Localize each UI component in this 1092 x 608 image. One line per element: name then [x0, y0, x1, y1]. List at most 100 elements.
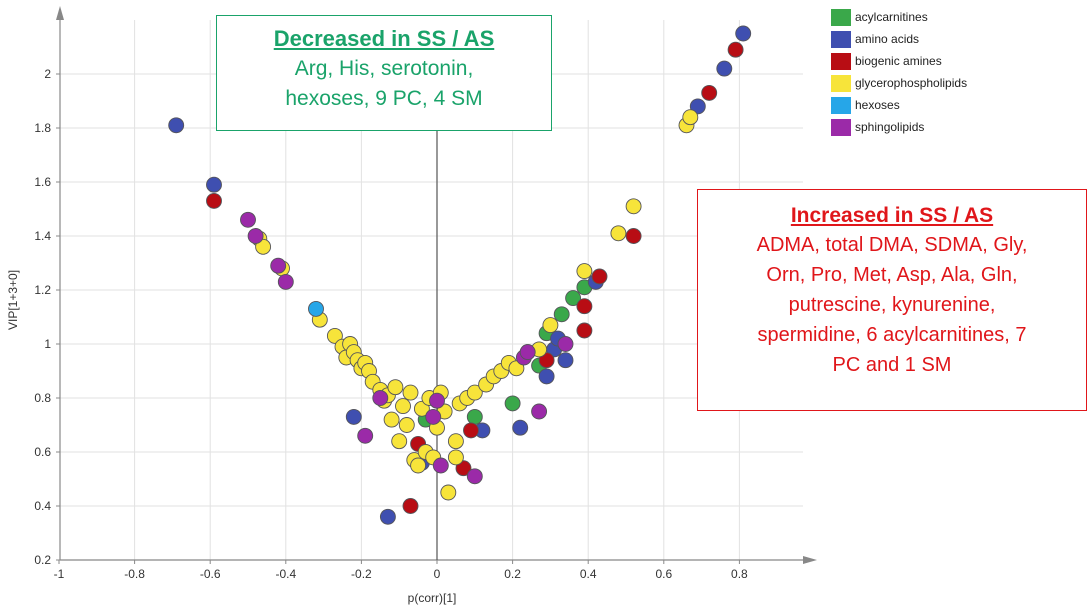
point-amino-acids [689, 98, 706, 115]
x-axis-arrow [803, 556, 817, 564]
decreased-line-2: hexoses, 9 PC, 4 SM [285, 87, 483, 110]
point-glycerophospholipids [398, 417, 415, 433]
x-tick-label: 0.6 [655, 567, 672, 581]
point-glycerophospholipids [508, 360, 525, 377]
legend-swatch [831, 52, 851, 70]
point-biogenic-amines [576, 322, 593, 339]
y-tick-label: 0.8 [34, 391, 51, 405]
legend-item-glycerophospholipids: glycerophospholipids [831, 72, 967, 94]
y-tick-labels: 0.2 0.4 0.6 0.8 1 1.2 1.4 1.6 1.8 2 [34, 67, 51, 567]
increased-line-3: putrescine, kynurenine, [788, 294, 996, 316]
y-tick-label: 0.4 [34, 499, 51, 513]
point-sphingolipids [247, 228, 264, 244]
y-tick-label: 2 [44, 67, 51, 81]
point-sphingolipids [357, 427, 374, 444]
point-glycerophospholipids [255, 238, 272, 255]
point-glycerophospholipids [410, 457, 427, 474]
point-glycerophospholipids [625, 198, 642, 215]
point-biogenic-amines [402, 498, 419, 514]
point-amino-acids [538, 368, 555, 385]
point-amino-acids [735, 25, 752, 42]
point-sphingolipids [432, 457, 449, 474]
point-acylcarnitines [466, 408, 483, 425]
legend: acylcarnitines amino acids biogenic amines… [831, 6, 967, 138]
point-amino-acids [512, 419, 529, 436]
y-tick-label: 1.4 [34, 229, 51, 243]
legend-swatch [831, 8, 851, 26]
x-tick-label: -0.6 [200, 567, 221, 581]
point-glycerophospholipids [395, 398, 411, 415]
point-glycerophospholipids [466, 384, 483, 401]
point-biogenic-amines [727, 41, 744, 58]
point-sphingolipids [466, 468, 483, 485]
point-sphingolipids [270, 257, 287, 274]
point-glycerophospholipids [402, 384, 419, 401]
point-sphingolipids [277, 273, 294, 290]
x-tick-label: -0.4 [275, 567, 296, 581]
point-biogenic-amines [701, 84, 718, 101]
legend-item-biogenic-amines: biogenic amines [831, 50, 967, 72]
decreased-annotation-box: Decreased in SS / AS Arg, His, serotonin… [216, 15, 552, 131]
increased-title: Increased in SS / AS [790, 204, 994, 227]
legend-swatch [831, 96, 851, 114]
legend-label: biogenic amines [855, 54, 942, 68]
y-axis-arrow [56, 6, 64, 20]
x-tick-label: -1 [54, 567, 65, 581]
decreased-title: Decreased in SS / AS [273, 26, 495, 51]
point-biogenic-amines [576, 298, 593, 315]
increased-line-5: PC and 1 SM [832, 354, 952, 376]
increased-line-1: ADMA, total DMA, SDMA, Gly, [756, 234, 1028, 256]
x-tick-label: -0.2 [351, 567, 372, 581]
point-sphingolipids [429, 392, 445, 409]
decreased-line-1: Arg, His, serotonin, [294, 57, 474, 80]
y-tick-label: 0.2 [34, 553, 51, 567]
legend-label: acylcarnitines [855, 10, 928, 24]
legend-swatch [831, 118, 851, 136]
point-glycerophospholipids [391, 433, 408, 450]
legend-label: glycerophospholipids [855, 76, 968, 90]
legend-swatch [831, 30, 851, 48]
point-sphingolipids [531, 403, 548, 420]
point-amino-acids [379, 508, 396, 525]
point-glycerophospholipids [447, 433, 464, 450]
increased-annotation-box: Increased in SS / AS ADMA, total DMA, SD… [697, 189, 1087, 411]
y-tick-label: 0.6 [34, 445, 51, 459]
point-biogenic-amines [463, 422, 479, 439]
legend-label: sphingolipids [855, 120, 925, 134]
point-amino-acids [716, 60, 733, 77]
y-tick-label: 1.6 [34, 175, 51, 189]
legend-item-amino-acids: amino acids [831, 28, 967, 50]
point-amino-acids [557, 352, 574, 369]
point-biogenic-amines [591, 268, 608, 285]
x-tick-label: 0 [434, 567, 441, 581]
legend-label: amino acids [855, 32, 920, 46]
point-glycerophospholipids [576, 263, 593, 280]
point-acylcarnitines [553, 306, 570, 323]
point-acylcarnitines [504, 395, 521, 412]
point-glycerophospholipids [440, 484, 457, 501]
point-amino-acids [206, 176, 222, 193]
legend-item-sphingolipids: sphingolipids [831, 116, 967, 138]
x-tick-label: -0.8 [124, 567, 145, 581]
x-tick-labels: -1 -0.8 -0.6 -0.4 -0.2 0 0.2 0.4 0.6 0.8 [54, 567, 748, 581]
point-glycerophospholipids [447, 449, 464, 466]
y-tick-label: 1.8 [34, 121, 51, 135]
legend-label: hexoses [855, 98, 900, 112]
point-sphingolipids [372, 390, 389, 406]
y-axis-label: VIP[1+3+0] [6, 270, 20, 330]
increased-line-4: spermidine, 6 acylcarnitines, 7 [757, 324, 1027, 346]
increased-line-2: Orn, Pro, Met, Asp, Ala, Gln, [766, 264, 1018, 286]
y-tick-label: 1 [44, 337, 51, 351]
point-sphingolipids [519, 344, 536, 361]
legend-swatch [831, 74, 851, 92]
legend-item-acylcarnitines: acylcarnitines [831, 6, 967, 28]
point-glycerophospholipids [610, 225, 627, 242]
point-glycerophospholipids [682, 109, 699, 126]
point-acylcarnitines [565, 290, 582, 307]
point-glycerophospholipids [413, 400, 430, 417]
point-glycerophospholipids [383, 411, 400, 428]
x-tick-label: 0.4 [580, 567, 597, 581]
point-biogenic-amines [538, 352, 555, 369]
point-biogenic-amines [206, 192, 222, 209]
point-biogenic-amines [625, 228, 642, 244]
